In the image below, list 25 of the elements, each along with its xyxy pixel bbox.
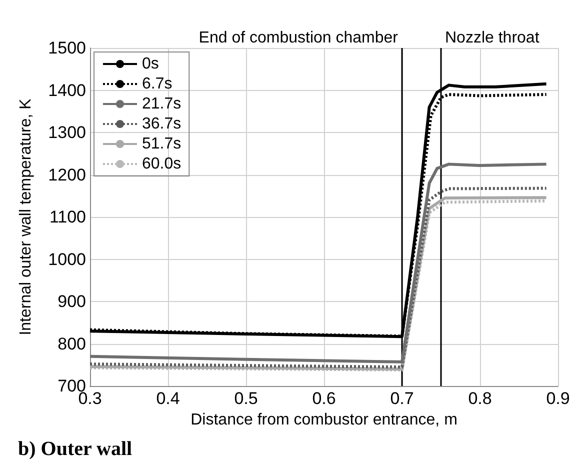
x-tick-label: 0.7 <box>390 389 414 408</box>
y-tick-label: 1100 <box>49 208 86 226</box>
x-tick-label: 0.6 <box>312 389 336 408</box>
y-axis-title: Internal outer wall temperature, K <box>18 98 34 336</box>
y-tick-label: 1200 <box>48 165 86 184</box>
ref-line-label: End of combustion chamber <box>198 30 399 46</box>
legend-label: 21.7s <box>142 96 182 112</box>
text: b) Outer wall <box>18 438 133 460</box>
y-tick-label: 1400 <box>48 80 86 100</box>
y-tick-label: 900 <box>58 292 86 311</box>
y-tick-label: 1500 <box>48 38 86 58</box>
x-tick-label: 0.4 <box>156 389 180 408</box>
legend-label: 6.7s <box>142 76 172 92</box>
x-axis-title: Distance from combustor entrance, m <box>190 411 458 428</box>
y-tick-label: 1000 <box>48 250 86 269</box>
x-tick-label: 0.5 <box>234 389 258 408</box>
x-tick-label: 0.9 <box>546 389 570 408</box>
legend-label: 0s <box>142 56 159 72</box>
legend-label: 60.0s <box>142 156 182 172</box>
y-tick-label: 1300 <box>48 123 86 142</box>
y-tick-label: 800 <box>58 334 86 354</box>
legend-label: 36.7s <box>142 116 182 132</box>
x-tick-label: 0.8 <box>468 389 492 408</box>
ref-line-label: Nozzle throat <box>445 30 540 46</box>
legend-label: 51.7s <box>142 136 182 152</box>
